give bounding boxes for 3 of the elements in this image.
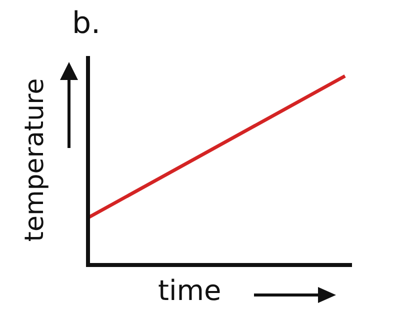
chart-title: b. (72, 6, 101, 41)
y-axis-title: temperature (20, 78, 50, 242)
x-axis-title: time (158, 274, 222, 307)
